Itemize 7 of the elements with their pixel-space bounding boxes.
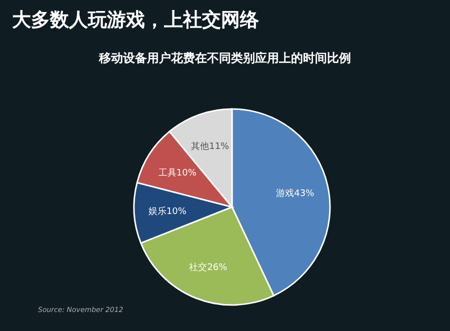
- slice-label: 其他11%: [191, 141, 230, 152]
- slice-label: 工具10%: [158, 167, 197, 178]
- chart-subtitle: 移动设备用户花费在不同类别应用上的时间比例: [98, 51, 351, 65]
- slice-label: 游戏43%: [276, 188, 315, 199]
- slice-label: 娱乐10%: [148, 206, 187, 218]
- chart-title: 大多数人玩游戏，上社交网络: [12, 9, 260, 31]
- slice-label: 社交26%: [189, 262, 228, 274]
